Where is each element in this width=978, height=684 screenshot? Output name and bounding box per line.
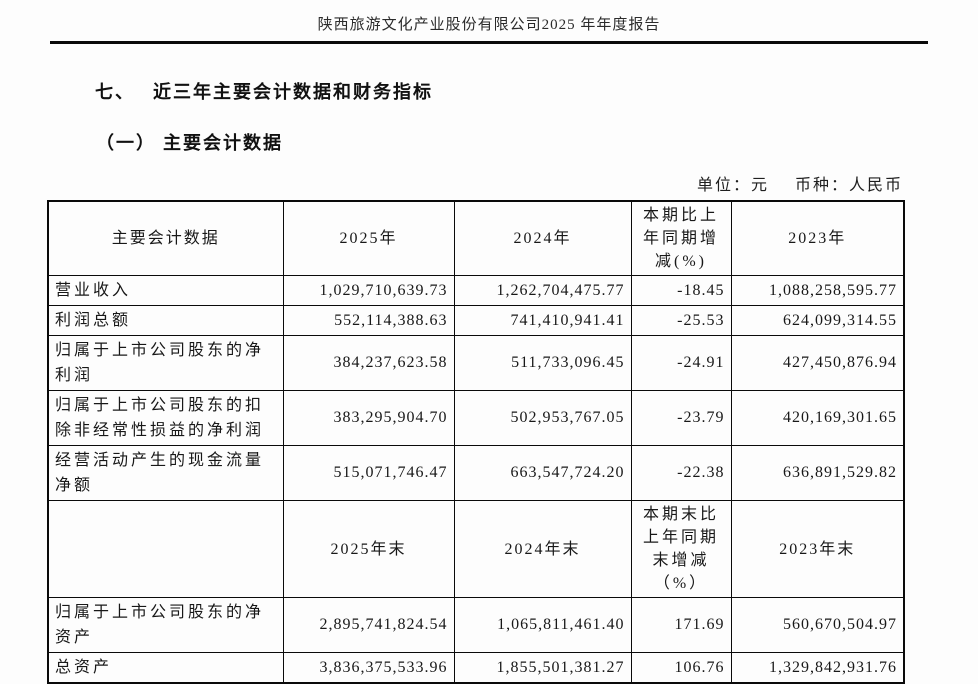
- value-2025: 3,836,375,533.96: [282, 652, 455, 684]
- row-label: 归属于上市公司股东的扣除非经常性损益的净利润: [47, 390, 284, 446]
- value-2024: 502,953,767.05: [453, 390, 632, 446]
- currency-label: 币种：人民币: [794, 177, 903, 194]
- table-header-row-annual: 主要会计数据 2025年 2024年 本期比上年同期增减(%) 2023年: [47, 200, 905, 276]
- header-blank: [47, 500, 284, 598]
- table-row-net-profit-excl-nonrecurring: 归属于上市公司股东的扣除非经常性损益的净利润 383,295,904.70 50…: [47, 390, 905, 446]
- section-heading: 七、 近三年主要会计数据和财务指标: [95, 78, 978, 104]
- value-2023: 427,450,876.94: [730, 335, 905, 391]
- header-change-pct: 本期比上年同期增减(%): [630, 200, 732, 276]
- value-2024: 663,547,724.20: [453, 445, 632, 501]
- value-change: -23.79: [630, 390, 732, 446]
- value-2023: 560,670,504.97: [730, 597, 905, 653]
- table-header-row-period-end: 2025年末 2024年末 本期末比上年同期末增减（%） 2023年末: [47, 500, 905, 598]
- subsection-heading: （一） 主要会计数据: [96, 133, 284, 153]
- table-row-net-assets-attributable: 归属于上市公司股东的净资产 2,895,741,824.54 1,065,811…: [47, 597, 905, 653]
- value-2025: 384,237,623.58: [282, 335, 455, 391]
- row-label: 经营活动产生的现金流量净额: [47, 445, 284, 501]
- value-2024: 741,410,941.41: [453, 305, 632, 336]
- value-change: -18.45: [630, 275, 732, 306]
- value-2024: 1,855,501,381.27: [453, 652, 632, 684]
- section-title: 近三年主要会计数据和财务指标: [153, 82, 433, 102]
- header-2023: 2023年: [730, 200, 905, 276]
- value-2024: 1,065,811,461.40: [453, 597, 632, 653]
- row-label: 营业收入: [47, 275, 284, 306]
- value-2024: 511,733,096.45: [453, 335, 632, 391]
- row-label: 归属于上市公司股东的净利润: [47, 335, 284, 391]
- row-label: 利润总额: [47, 305, 284, 336]
- value-2025: 2,895,741,824.54: [282, 597, 455, 653]
- report-header-title: 陕西旅游文化产业股份有限公司2025 年年度报告: [317, 17, 661, 33]
- header-2024-end: 2024年末: [453, 500, 632, 598]
- value-change: -25.53: [630, 305, 732, 336]
- value-2024: 1,262,704,475.77: [453, 275, 632, 306]
- row-label: 总资产: [47, 652, 284, 684]
- header-main-indicator: 主要会计数据: [47, 200, 284, 276]
- value-change: -24.91: [630, 335, 732, 391]
- value-2025: 552,114,388.63: [282, 305, 455, 336]
- value-change: 171.69: [630, 597, 732, 653]
- key-accounting-data-table: 主要会计数据 2025年 2024年 本期比上年同期增减(%) 2023年 营业…: [47, 200, 905, 684]
- header-2025-end: 2025年末: [282, 500, 455, 598]
- value-2025: 515,071,746.47: [282, 445, 455, 501]
- header-2024: 2024年: [453, 200, 632, 276]
- header-end-change-pct: 本期末比上年同期末增减（%）: [630, 500, 732, 598]
- value-2025: 1,029,710,639.73: [282, 275, 455, 306]
- value-2025: 383,295,904.70: [282, 390, 455, 446]
- table-row-operating-cash-flow: 经营活动产生的现金流量净额 515,071,746.47 663,547,724…: [47, 445, 905, 501]
- table-row-total-profit: 利润总额 552,114,388.63 741,410,941.41 -25.5…: [47, 305, 905, 336]
- table-row-total-assets: 总资产 3,836,375,533.96 1,855,501,381.27 10…: [47, 652, 905, 684]
- header-divider: [50, 41, 928, 44]
- row-label: 归属于上市公司股东的净资产: [47, 597, 284, 653]
- header-2025: 2025年: [282, 200, 455, 276]
- value-2023: 624,099,314.55: [730, 305, 905, 336]
- header-2023-end: 2023年末: [730, 500, 905, 598]
- unit-currency-note: 单位：元 币种：人民币: [47, 171, 903, 195]
- table-row-operating-revenue: 营业收入 1,029,710,639.73 1,262,704,475.77 -…: [47, 275, 905, 306]
- value-2023: 1,329,842,931.76: [730, 652, 905, 684]
- value-2023: 636,891,529.82: [730, 445, 905, 501]
- value-change: -22.38: [630, 445, 732, 501]
- table-row-net-profit-attributable: 归属于上市公司股东的净利润 384,237,623.58 511,733,096…: [47, 335, 905, 391]
- unit-label: 单位：元: [696, 177, 769, 194]
- section-number: 七、: [95, 82, 135, 102]
- value-2023: 1,088,258,595.77: [730, 275, 905, 306]
- value-change: 106.76: [630, 652, 732, 684]
- value-2023: 420,169,301.65: [730, 390, 905, 446]
